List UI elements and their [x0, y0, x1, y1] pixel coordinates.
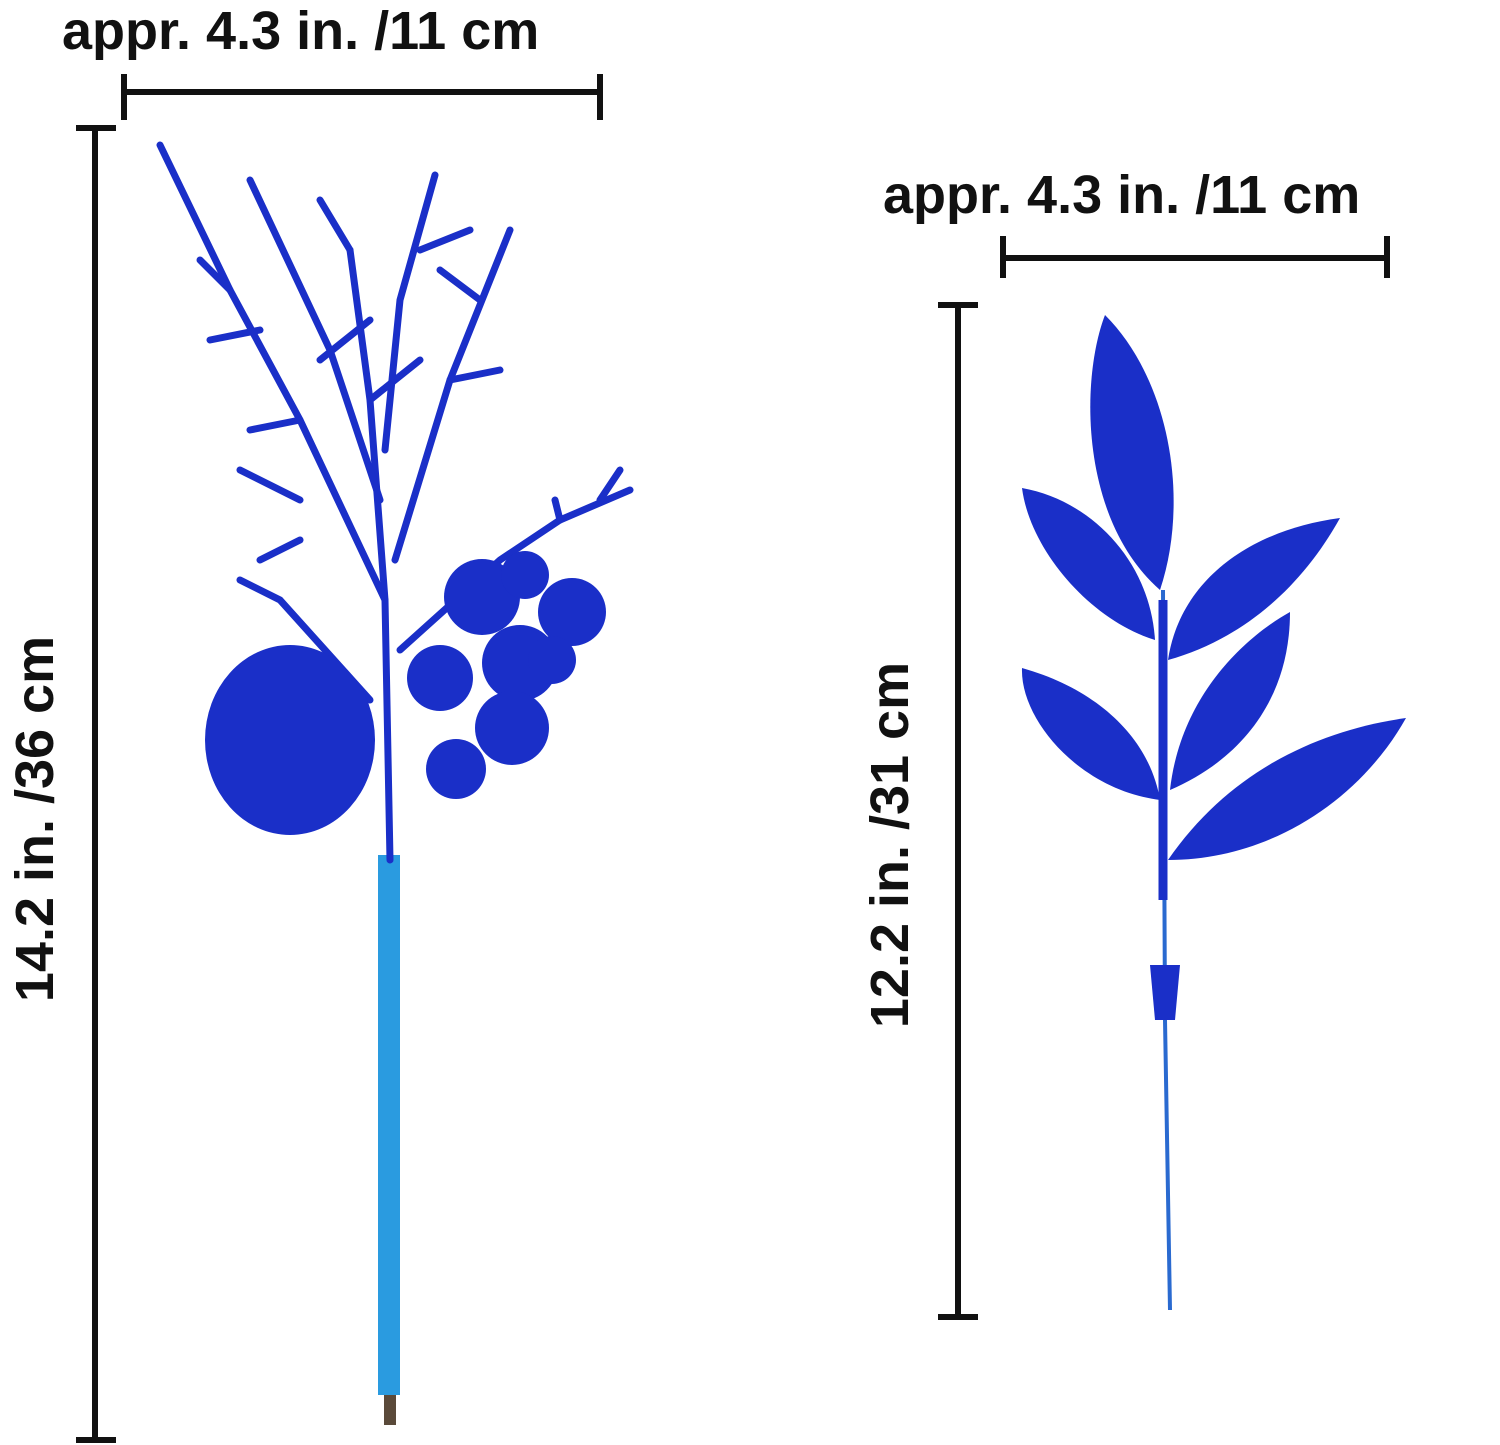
left-height-dimension-line: [76, 125, 116, 1443]
right-height-dimension-line: [938, 302, 978, 1320]
left-width-label: appr. 4.3 in. /11 cm: [62, 1, 540, 61]
glitter-pine-spray: [156, 141, 634, 1425]
left-height-label: 14.2 in. /36 cm: [5, 635, 65, 1003]
right-width-dimension-line: [1000, 236, 1390, 278]
glitter-leaf-spray: [1021, 315, 1406, 1311]
right-width-label: appr. 4.3 in. /11 cm: [883, 165, 1361, 225]
right-height-label: 12.2 in. /31 cm: [860, 661, 920, 1029]
left-width-dimension-line: [121, 74, 603, 120]
